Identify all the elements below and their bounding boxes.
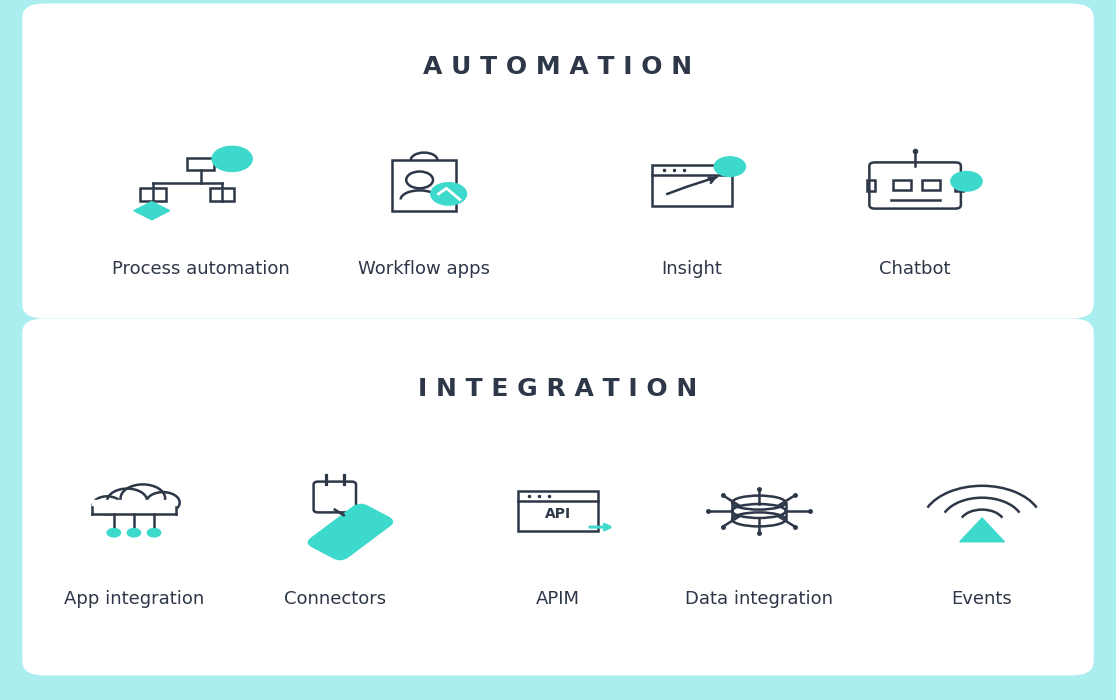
Bar [518, 491, 598, 531]
Circle shape [147, 528, 161, 537]
Text: Insight: Insight [662, 260, 722, 279]
Bar [140, 188, 166, 201]
Text: Events: Events [952, 589, 1012, 608]
Bar [955, 180, 963, 191]
Bar [867, 180, 875, 191]
Bar [210, 188, 234, 201]
Text: APIM: APIM [536, 589, 580, 608]
Circle shape [212, 146, 252, 172]
Text: Chatbot: Chatbot [879, 260, 951, 279]
Text: Workflow apps: Workflow apps [358, 260, 490, 279]
Bar [392, 160, 456, 211]
Text: API: API [545, 507, 571, 521]
Text: Connectors: Connectors [283, 589, 386, 608]
FancyBboxPatch shape [308, 503, 393, 561]
Circle shape [107, 489, 147, 514]
Circle shape [431, 183, 466, 205]
Circle shape [121, 484, 165, 512]
Polygon shape [960, 518, 1004, 542]
Bar [92, 500, 176, 514]
Text: App integration: App integration [64, 589, 204, 608]
Circle shape [107, 528, 121, 537]
Circle shape [951, 172, 982, 191]
Bar [187, 158, 214, 170]
Text: I N T E G R A T I O N: I N T E G R A T I O N [418, 377, 698, 400]
Circle shape [127, 528, 141, 537]
FancyBboxPatch shape [22, 318, 1094, 676]
Bar [922, 180, 940, 190]
Circle shape [714, 157, 745, 176]
Bar [893, 180, 911, 190]
Polygon shape [134, 202, 170, 220]
Circle shape [93, 496, 122, 514]
FancyBboxPatch shape [22, 4, 1094, 318]
Circle shape [146, 492, 180, 513]
Text: Process automation: Process automation [112, 260, 290, 279]
Bar [652, 165, 732, 206]
Text: Data integration: Data integration [685, 589, 833, 608]
Text: A U T O M A T I O N: A U T O M A T I O N [423, 55, 693, 78]
